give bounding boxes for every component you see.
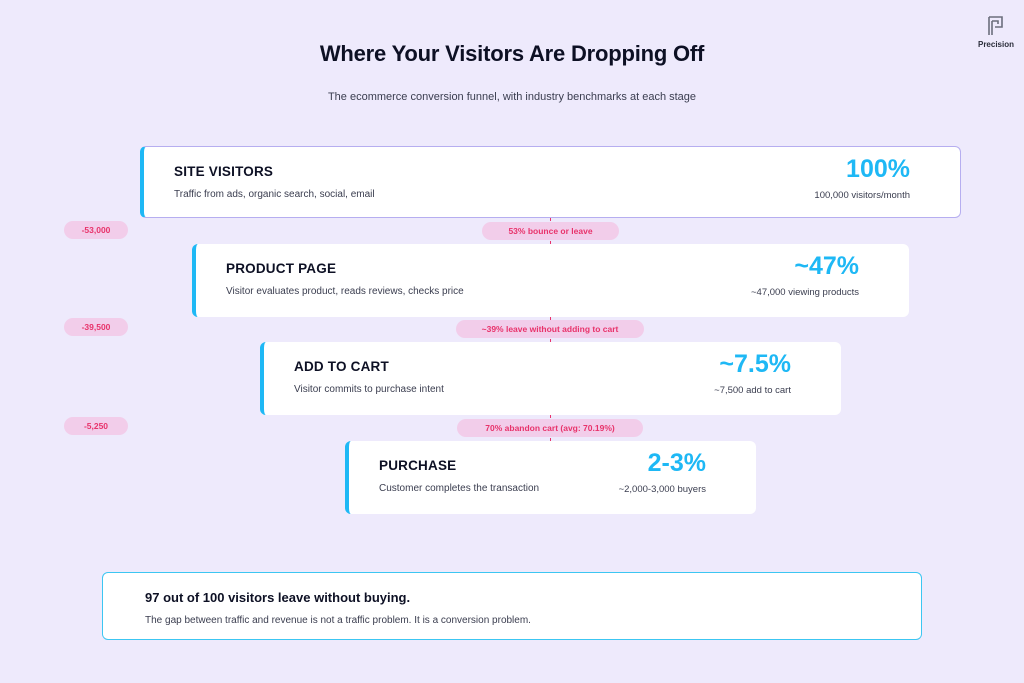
brand-logo: Precision (974, 14, 1018, 49)
stage-description: Visitor commits to purchase intent (294, 384, 444, 395)
stage-percentage: ~7.5% (719, 350, 791, 378)
stage-name: PURCHASE (379, 458, 457, 473)
summary-callout: 97 out of 100 visitors leave without buy… (102, 572, 922, 640)
stage-percentage: 100% (846, 155, 910, 183)
dropoff-label: 53% bounce or leave (482, 222, 619, 240)
precision-logo-icon (988, 16, 1003, 35)
stage-description: Customer completes the transaction (379, 483, 540, 494)
dropoff-label: 70% abandon cart (avg: 70.19%) (457, 419, 643, 437)
callout-headline: 97 out of 100 visitors leave without buy… (145, 590, 411, 605)
stage-site-visitors: SITE VISITORS Traffic from ads, organic … (140, 146, 961, 218)
stage-count: ~2,000-3,000 buyers (618, 484, 706, 495)
stage-add-to-cart: ADD TO CART Visitor commits to purchase … (260, 342, 841, 415)
stage-description: Traffic from ads, organic search, social… (174, 189, 375, 200)
stage-description: Visitor evaluates product, reads reviews… (226, 286, 464, 297)
stage-count: 100,000 visitors/month (814, 190, 910, 201)
stage-count: ~7,500 add to cart (714, 385, 791, 396)
stage-percentage: ~47% (794, 252, 859, 280)
stage-count: ~47,000 viewing products (750, 287, 859, 298)
stage-name: PRODUCT PAGE (226, 261, 337, 276)
page-title: Where Your Visitors Are Dropping Off (319, 41, 705, 66)
page-subtitle: The ecommerce conversion funnel, with in… (327, 91, 697, 103)
stage-name: ADD TO CART (294, 359, 389, 374)
stage-purchase: PURCHASE Customer completes the transact… (345, 441, 756, 514)
dropoff-label: ~39% leave without adding to cart (456, 320, 644, 338)
stage-name: SITE VISITORS (174, 164, 274, 179)
loss-count: -39,500 (64, 318, 128, 336)
brand-name: Precision (977, 40, 1014, 49)
loss-count: -53,000 (64, 221, 128, 239)
loss-count: -5,250 (64, 417, 128, 435)
callout-body: The gap between traffic and revenue is n… (145, 615, 531, 626)
stage-product-page: PRODUCT PAGE Visitor evaluates product, … (192, 244, 909, 317)
stage-percentage: 2-3% (647, 449, 706, 477)
